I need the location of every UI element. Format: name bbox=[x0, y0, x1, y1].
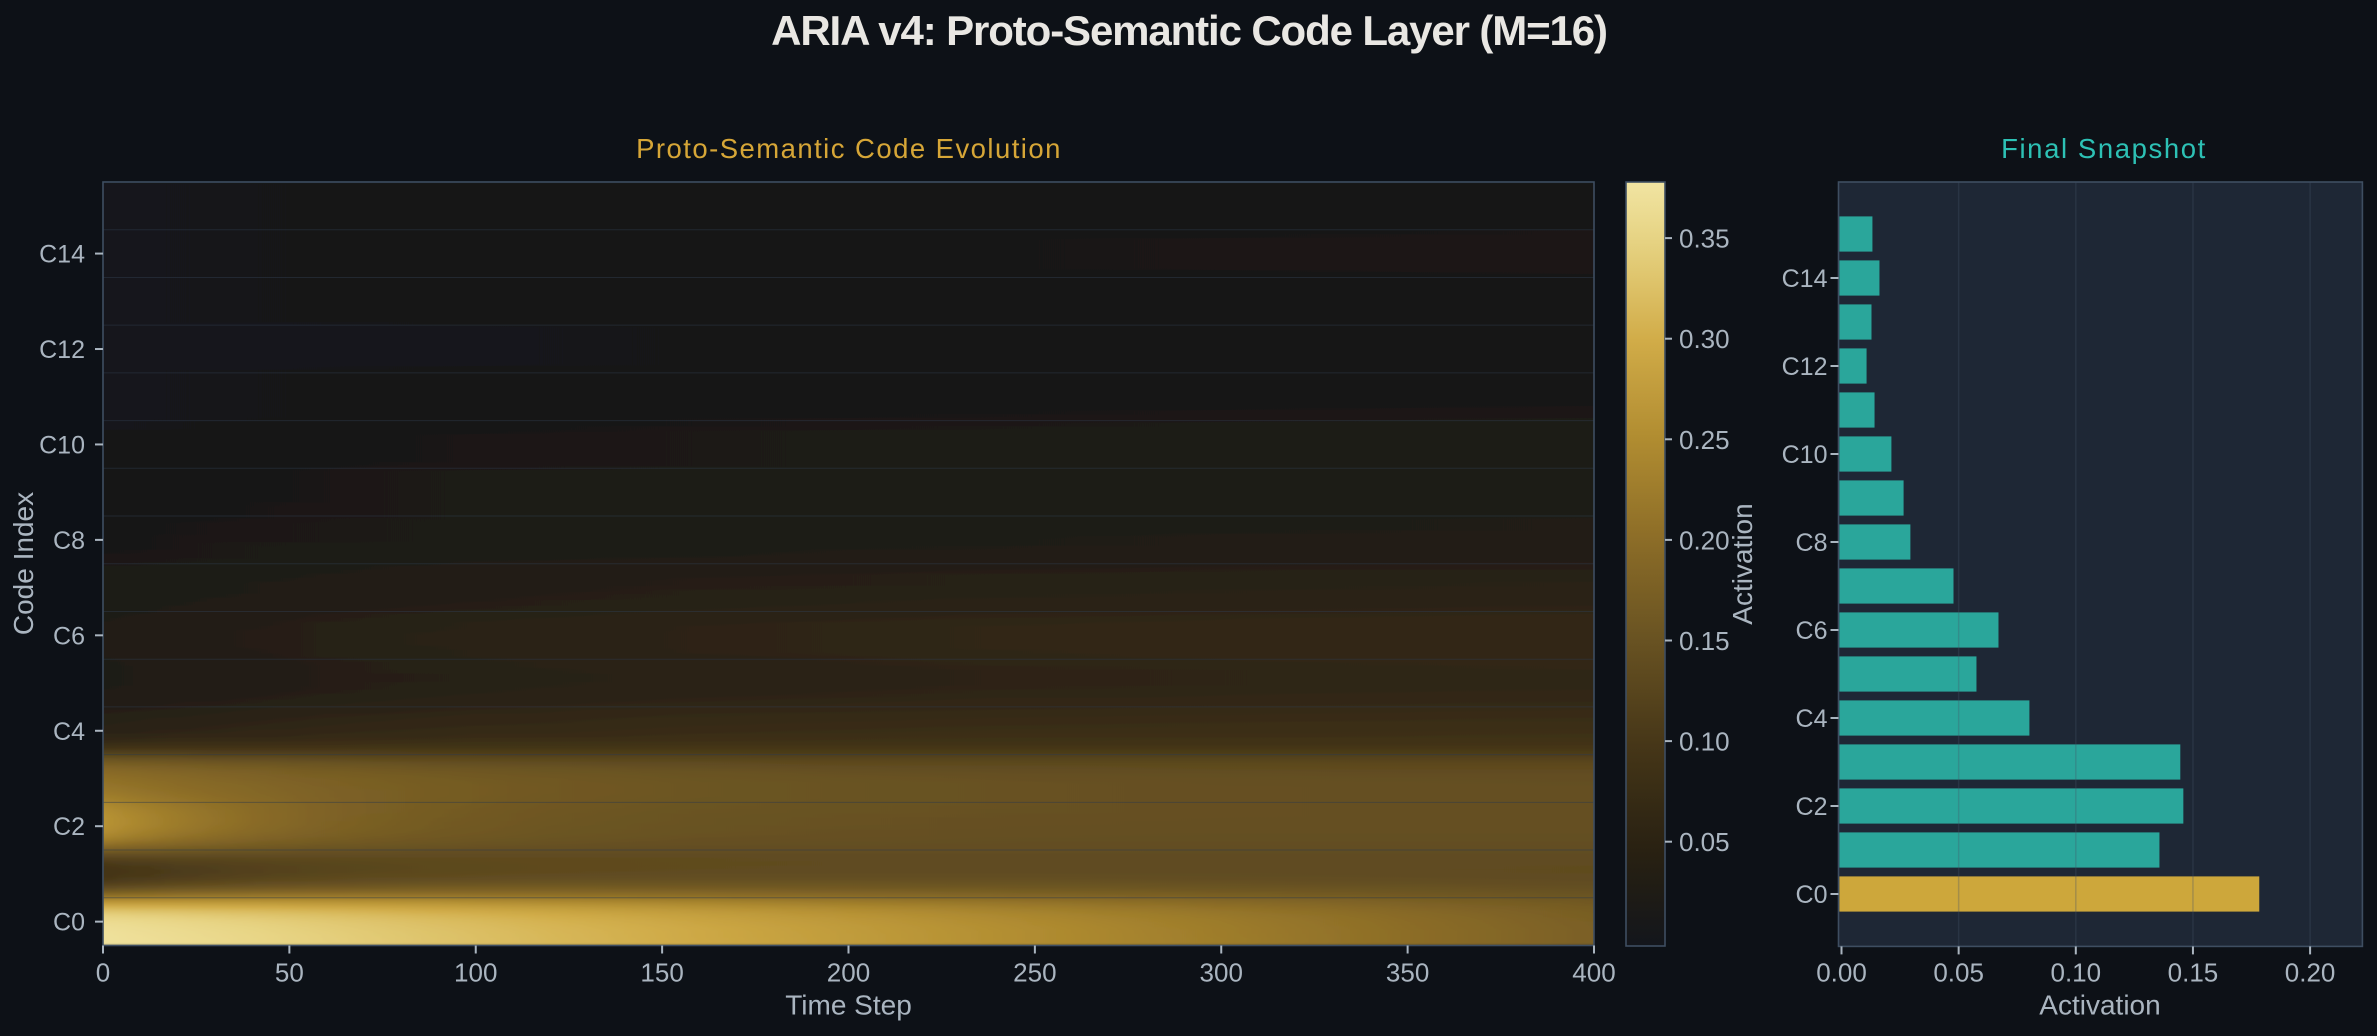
svg-text:Final Snapshot: Final Snapshot bbox=[2001, 133, 2207, 164]
svg-text:0.30: 0.30 bbox=[1679, 324, 1730, 354]
svg-text:0.00: 0.00 bbox=[1816, 957, 1867, 987]
svg-text:50: 50 bbox=[275, 958, 304, 988]
svg-text:150: 150 bbox=[640, 958, 683, 988]
svg-text:C2: C2 bbox=[53, 813, 85, 841]
svg-text:0.05: 0.05 bbox=[1679, 827, 1730, 857]
svg-text:100: 100 bbox=[454, 958, 497, 988]
svg-text:C6: C6 bbox=[1796, 617, 1828, 645]
svg-text:C0: C0 bbox=[53, 909, 85, 937]
svg-text:0.25: 0.25 bbox=[1679, 425, 1730, 455]
svg-text:0.10: 0.10 bbox=[2050, 957, 2101, 987]
svg-text:C10: C10 bbox=[1782, 441, 1828, 469]
svg-text:C6: C6 bbox=[53, 622, 85, 650]
svg-text:0.15: 0.15 bbox=[2168, 957, 2219, 987]
svg-text:C0: C0 bbox=[1796, 881, 1828, 909]
svg-text:Activation: Activation bbox=[2039, 990, 2160, 1021]
svg-text:0.20: 0.20 bbox=[1679, 525, 1730, 555]
svg-text:0.10: 0.10 bbox=[1679, 727, 1730, 757]
svg-text:C8: C8 bbox=[53, 527, 85, 555]
svg-text:C14: C14 bbox=[39, 241, 85, 269]
svg-text:400: 400 bbox=[1572, 958, 1615, 988]
svg-text:0.35: 0.35 bbox=[1679, 224, 1730, 254]
svg-text:C4: C4 bbox=[1796, 705, 1828, 733]
svg-text:Time Step: Time Step bbox=[785, 990, 912, 1021]
svg-text:C12: C12 bbox=[39, 336, 85, 364]
svg-text:0.20: 0.20 bbox=[2285, 957, 2336, 987]
svg-text:C8: C8 bbox=[1796, 529, 1828, 557]
svg-text:200: 200 bbox=[827, 958, 870, 988]
svg-text:C4: C4 bbox=[53, 718, 85, 746]
svg-text:300: 300 bbox=[1200, 958, 1243, 988]
svg-text:250: 250 bbox=[1013, 958, 1056, 988]
svg-text:Activation: Activation bbox=[1727, 503, 1758, 624]
svg-text:C12: C12 bbox=[1782, 353, 1828, 381]
svg-text:Code Index: Code Index bbox=[8, 492, 39, 635]
svg-text:ARIA v4: Proto-Semantic Code L: ARIA v4: Proto-Semantic Code Layer (M=16… bbox=[771, 7, 1607, 54]
svg-text:0.15: 0.15 bbox=[1679, 626, 1730, 656]
svg-text:C14: C14 bbox=[1782, 265, 1828, 293]
svg-text:350: 350 bbox=[1386, 958, 1429, 988]
svg-text:0: 0 bbox=[96, 958, 110, 988]
svg-text:C2: C2 bbox=[1796, 793, 1828, 821]
svg-text:Proto-Semantic Code Evolution: Proto-Semantic Code Evolution bbox=[636, 133, 1062, 164]
svg-text:0.05: 0.05 bbox=[1933, 957, 1984, 987]
svg-text:C10: C10 bbox=[39, 431, 85, 459]
